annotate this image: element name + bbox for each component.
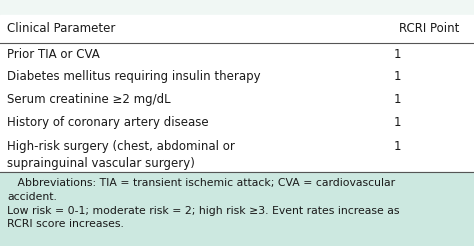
Bar <box>0 172 474 246</box>
Text: High-risk surgery (chest, abdominal or
suprainguinal vascular surgery): High-risk surgery (chest, abdominal or s… <box>7 140 235 170</box>
Bar <box>0 15 474 43</box>
Text: Prior TIA or CVA: Prior TIA or CVA <box>7 48 100 61</box>
Text: Diabetes mellitus requiring insulin therapy: Diabetes mellitus requiring insulin ther… <box>7 70 261 83</box>
Text: RCRI Point: RCRI Point <box>400 22 460 35</box>
Text: 1: 1 <box>393 48 401 61</box>
Text: 1: 1 <box>393 70 401 83</box>
Text: Serum creatinine ≥2 mg/dL: Serum creatinine ≥2 mg/dL <box>7 93 171 106</box>
Text: Clinical Parameter: Clinical Parameter <box>7 22 116 35</box>
Bar <box>0 43 474 172</box>
Text: 1: 1 <box>393 140 401 153</box>
Text: 1: 1 <box>393 116 401 128</box>
Text: 1: 1 <box>393 93 401 106</box>
Text: History of coronary artery disease: History of coronary artery disease <box>7 116 209 128</box>
Text: Abbreviations: TIA = transient ischemic attack; CVA = cardiovascular
accident.
L: Abbreviations: TIA = transient ischemic … <box>7 178 400 229</box>
